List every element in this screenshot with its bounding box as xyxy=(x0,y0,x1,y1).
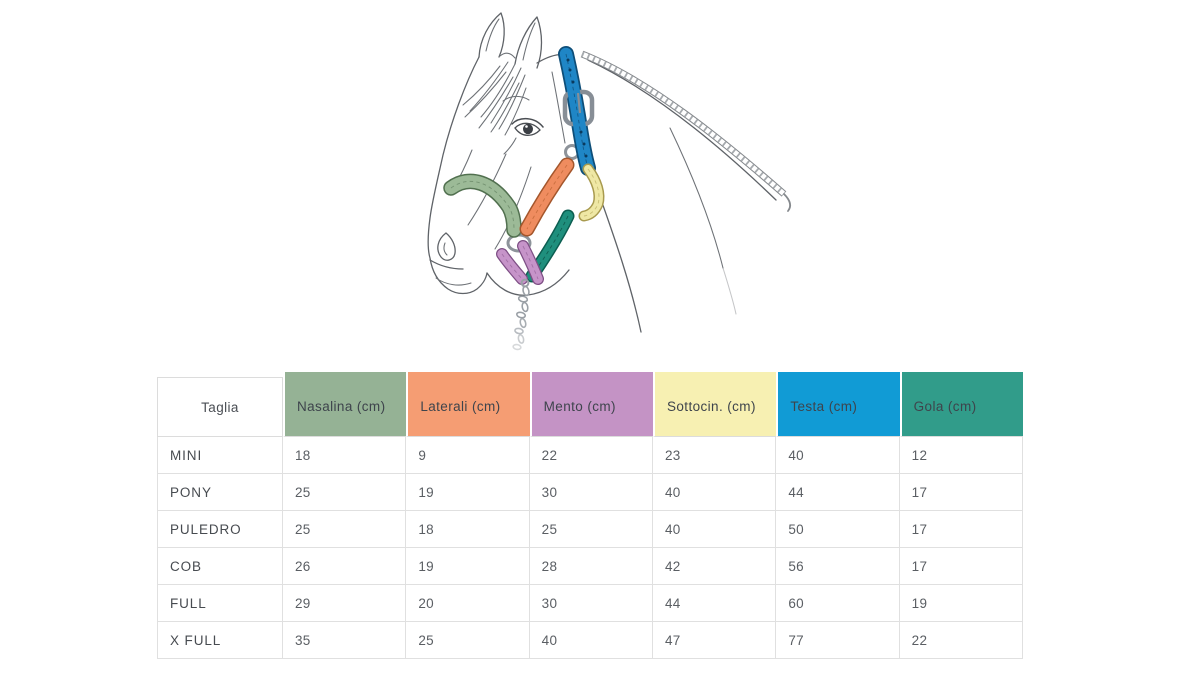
value-cell: 42 xyxy=(652,548,777,585)
value-cell: 19 xyxy=(899,585,1023,622)
column-header-3: Sottocin. (cm) xyxy=(652,372,777,437)
value-cell: 35 xyxy=(283,622,407,659)
value-cell: 40 xyxy=(652,511,777,548)
testa-strap xyxy=(558,46,596,176)
value-cell: 18 xyxy=(406,511,530,548)
value-cell: 44 xyxy=(776,474,900,511)
column-header-4: Testa (cm) xyxy=(776,372,900,437)
column-header-0: Nasalina (cm) xyxy=(283,372,407,437)
column-header-1: Laterali (cm) xyxy=(406,372,530,437)
value-cell: 25 xyxy=(283,511,407,548)
value-cell: 25 xyxy=(529,511,653,548)
horse-eye xyxy=(503,118,544,155)
table-row-cob: COB 26 19 28 42 56 17 xyxy=(157,548,1023,585)
value-cell: 19 xyxy=(406,474,530,511)
table-row-full: FULL 29 20 30 44 60 19 xyxy=(157,585,1023,622)
size-table: Taglia Nasalina (cm) Laterali (cm) Mento (c… xyxy=(157,372,1024,659)
value-cell: 19 xyxy=(406,548,530,585)
forelock-mane xyxy=(462,61,527,136)
value-cell: 18 xyxy=(283,437,407,474)
size-cell: COB xyxy=(157,548,283,585)
value-cell: 28 xyxy=(529,548,653,585)
value-cell: 17 xyxy=(899,548,1023,585)
table-row-mini: MINI 18 9 22 23 40 12 xyxy=(157,437,1023,474)
size-table-header-row: Taglia Nasalina (cm) Laterali (cm) Mento (c… xyxy=(157,372,1024,437)
value-cell: 12 xyxy=(899,437,1023,474)
value-cell: 44 xyxy=(652,585,777,622)
lead-rope xyxy=(580,50,791,212)
laterali-strap xyxy=(519,157,575,237)
size-table-head: Taglia Nasalina (cm) Laterali (cm) Mento (c… xyxy=(157,372,1024,437)
lead-chain xyxy=(512,278,530,351)
value-cell: 40 xyxy=(776,437,900,474)
value-cell: 17 xyxy=(899,511,1023,548)
value-cell: 20 xyxy=(406,585,530,622)
value-cell: 47 xyxy=(652,622,777,659)
size-cell: X FULL xyxy=(157,622,283,659)
value-cell: 25 xyxy=(406,622,530,659)
value-cell: 26 xyxy=(283,548,407,585)
value-cell: 9 xyxy=(406,437,530,474)
size-cell: FULL xyxy=(157,585,283,622)
value-cell: 22 xyxy=(899,622,1023,659)
value-cell: 17 xyxy=(899,474,1023,511)
value-cell: 40 xyxy=(529,622,653,659)
table-row-pony: PONY 25 19 30 40 44 17 xyxy=(157,474,1023,511)
value-cell: 30 xyxy=(529,585,653,622)
size-cell: PULEDRO xyxy=(157,511,283,548)
size-table-body: MINI 18 9 22 23 40 12 PONY 25 19 30 40 44 17 PULEDRO 25… xyxy=(157,437,1023,659)
value-cell: 30 xyxy=(529,474,653,511)
column-header-taglia: Taglia xyxy=(157,377,283,437)
sottocin-strap xyxy=(578,163,605,222)
value-cell: 50 xyxy=(776,511,900,548)
value-cell: 23 xyxy=(652,437,777,474)
value-cell: 22 xyxy=(529,437,653,474)
value-cell: 40 xyxy=(652,474,777,511)
table-row-puledro: PULEDRO 25 18 25 40 50 17 xyxy=(157,511,1023,548)
mento-strap xyxy=(496,240,544,285)
value-cell: 77 xyxy=(776,622,900,659)
column-header-2: Mento (cm) xyxy=(529,372,654,437)
strap-holes xyxy=(566,58,588,158)
horse-halter-illustration xyxy=(427,12,791,351)
column-header-5: Gola (cm) xyxy=(899,372,1024,437)
size-cell: MINI xyxy=(157,437,283,474)
value-cell: 25 xyxy=(283,474,407,511)
value-cell: 56 xyxy=(776,548,900,585)
value-cell: 60 xyxy=(776,585,900,622)
nasalina-strap xyxy=(443,173,522,238)
size-cell: PONY xyxy=(157,474,283,511)
value-cell: 29 xyxy=(283,585,407,622)
table-row-x-full: X FULL 35 25 40 47 77 22 xyxy=(157,622,1023,659)
